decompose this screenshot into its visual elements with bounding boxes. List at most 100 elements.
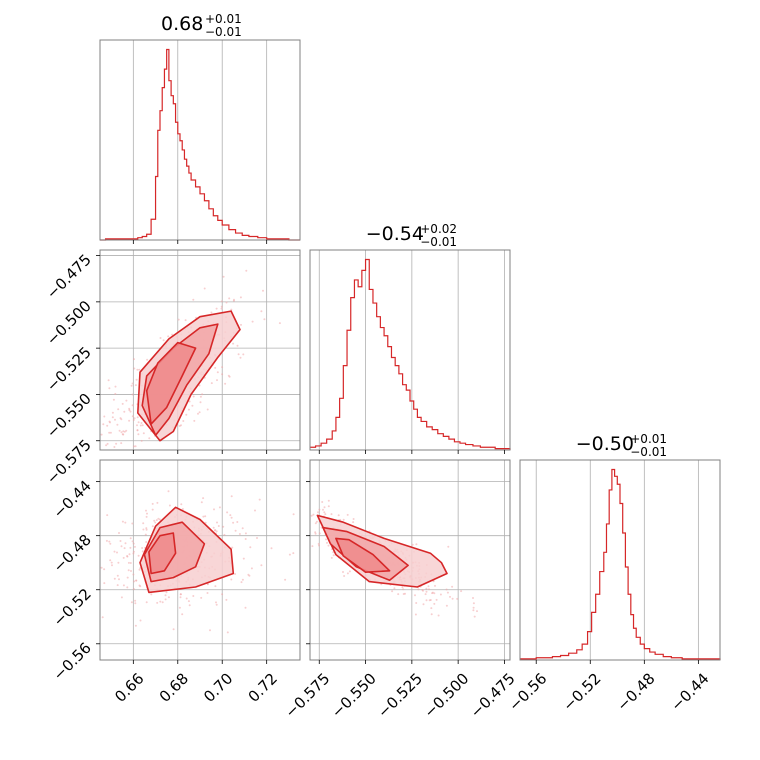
p31-point	[122, 556, 125, 559]
p31-point	[132, 588, 135, 590]
p21-point	[198, 411, 201, 414]
p21-point	[159, 337, 162, 339]
p21-point	[117, 408, 120, 411]
p31-point	[167, 490, 170, 493]
p21-point	[136, 429, 139, 432]
p31-frame	[99, 459, 301, 661]
p21-point	[191, 404, 194, 407]
p31-point	[161, 601, 164, 604]
p31-point	[250, 567, 253, 570]
p3-hist-histogram-line	[520, 468, 721, 660]
p31-point	[155, 519, 158, 522]
p32-point	[446, 591, 449, 594]
p32-point	[327, 544, 330, 547]
p31-point	[241, 527, 244, 530]
p31-point	[139, 585, 142, 588]
p31-point	[129, 546, 132, 549]
p31-point	[132, 542, 135, 545]
p21-point	[106, 424, 109, 427]
p32-point	[472, 602, 475, 605]
p32-point	[352, 521, 355, 524]
p31-point	[110, 561, 113, 564]
p21-point	[230, 308, 233, 311]
p31-point	[167, 596, 170, 599]
p32-point	[337, 514, 340, 517]
p31-point	[168, 504, 171, 507]
p21-point	[232, 299, 235, 302]
p31-point	[132, 550, 135, 553]
p21-point	[199, 401, 202, 404]
p32-point	[431, 592, 434, 595]
p32-point	[330, 556, 333, 559]
p31-point	[134, 599, 137, 602]
p31-point	[284, 578, 287, 581]
p32-point	[401, 586, 404, 589]
p21-point	[121, 402, 124, 405]
p1-hist-grid	[132, 40, 268, 240]
p21-point	[116, 423, 119, 426]
p21-point	[130, 384, 133, 387]
p21-point	[198, 384, 201, 387]
p31-point	[248, 574, 251, 577]
p32-point	[428, 599, 431, 602]
p32-point	[434, 584, 436, 587]
p21-point	[232, 342, 235, 345]
p32-point	[326, 541, 328, 544]
p31-point	[213, 508, 215, 511]
p21-point	[105, 444, 108, 447]
p32-point	[411, 543, 414, 546]
p21-point	[135, 378, 138, 381]
p32-point	[314, 522, 317, 525]
p31-point	[135, 579, 138, 582]
p32-point	[318, 508, 321, 511]
p31-point	[164, 594, 167, 597]
p21-point	[109, 421, 111, 424]
p21-point	[100, 433, 103, 436]
p21-point	[128, 419, 131, 422]
p2-hist-ticks	[318, 450, 505, 454]
p32-point	[330, 513, 333, 516]
p32-point	[323, 506, 326, 509]
p31-point	[223, 533, 226, 536]
p32-point	[472, 597, 474, 599]
p32-point	[427, 585, 430, 588]
p21-point	[106, 442, 109, 445]
p2-hist-marks	[310, 258, 511, 450]
p31-point	[159, 600, 162, 603]
p31-point	[222, 525, 225, 528]
p32-point	[421, 588, 424, 591]
p32-point	[346, 572, 349, 575]
p21-point	[113, 446, 116, 448]
p21-point	[131, 393, 134, 396]
p31-point	[226, 511, 229, 514]
p32-point	[343, 575, 346, 577]
p31-point	[106, 514, 109, 517]
p21-point	[109, 431, 112, 434]
p21-point	[137, 433, 140, 436]
p31-point	[141, 550, 144, 553]
p21-point	[199, 395, 202, 398]
p32-point	[428, 588, 430, 591]
p31-point	[249, 546, 252, 549]
p31-point	[130, 601, 133, 604]
p31-point	[214, 585, 217, 588]
p21-point	[192, 298, 195, 301]
p31-point	[113, 550, 116, 553]
p21-point	[114, 418, 116, 421]
p21-point	[214, 366, 217, 369]
p32-point	[402, 593, 405, 595]
p21-point	[138, 368, 141, 371]
p31-point	[288, 553, 291, 556]
p31-point	[188, 604, 191, 607]
p32-point	[311, 545, 314, 548]
p21-point	[123, 410, 126, 413]
p32-contour-inner	[335, 537, 391, 574]
p31-point	[118, 532, 120, 534]
p21-point	[136, 416, 139, 419]
p21-point	[215, 307, 218, 310]
p32-point	[318, 544, 320, 547]
p3-hist-title-sub: −0.01	[630, 445, 667, 459]
p21-point	[224, 382, 227, 385]
p21-point	[203, 287, 206, 290]
